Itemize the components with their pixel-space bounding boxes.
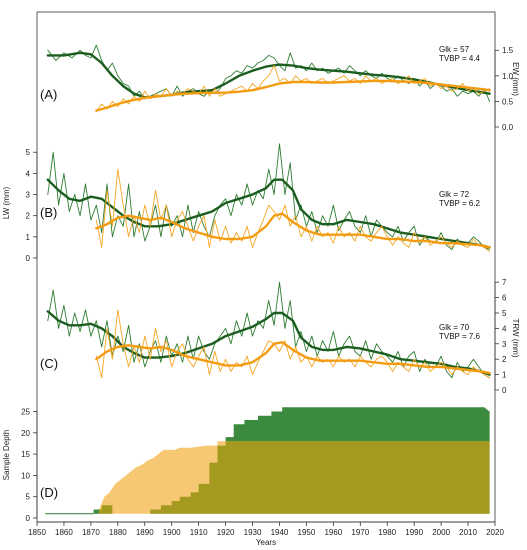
y-tick-label: 0.5 — [502, 97, 514, 106]
panel-d-label: (D) — [40, 485, 58, 500]
x-tick-label: 1930 — [244, 528, 262, 537]
panel-b-label: (B) — [40, 205, 57, 220]
y-tick-label: 25 — [21, 408, 30, 417]
x-tick-label: 1940 — [271, 528, 289, 537]
y-tick-label: 4 — [502, 324, 507, 333]
y-tick-label: 1.5 — [502, 46, 514, 55]
y-tick-label: 1 — [502, 371, 507, 380]
green_smooth-line — [46, 51, 491, 99]
panel-b-annotation-tvbp: TVBP = 6.2 — [439, 199, 481, 208]
y-tick-label: 5 — [502, 309, 507, 318]
y-tick-label: 0 — [26, 254, 31, 263]
panel-a-annotation-tvbp: TVBP = 4.4 — [439, 54, 481, 63]
x-tick-label: 1990 — [405, 528, 423, 537]
panel-c-annotation-glk: Glk = 70 — [439, 323, 470, 332]
green_smooth-line — [46, 310, 491, 376]
y-tick-label: 0 — [502, 386, 507, 395]
y-tick-label: 1 — [26, 233, 31, 242]
x-tick-label: 2020 — [486, 528, 504, 537]
x-tick-label: 1920 — [217, 528, 235, 537]
x-tick-label: 2010 — [459, 528, 477, 537]
y-tick-label: 20 — [21, 429, 30, 438]
x-tick-label: 1900 — [163, 528, 181, 537]
panel-b-axis-title: LW (mm) — [2, 187, 11, 220]
panel-d: 0 5 10 15 20 25 (D) Sample Depth — [2, 407, 490, 523]
x-tick-label: 1950 — [298, 528, 316, 537]
x-tick-label: 1890 — [136, 528, 154, 537]
x-tick-label: 1910 — [190, 528, 208, 537]
y-tick-label: 6 — [502, 294, 507, 303]
y-tick-label: 1.0 — [502, 72, 514, 81]
x-tick-label: 1860 — [55, 528, 73, 537]
y-tick-label: 0 — [26, 514, 31, 523]
panel-a-label: (A) — [40, 87, 57, 102]
panel-d-axis-title: Sample Depth — [2, 430, 11, 481]
orange_smooth-line — [95, 212, 491, 249]
x-tick-label: 1960 — [324, 528, 342, 537]
panel-a: 0.0 0.5 1.0 1.5 (A) EW (mm) Glk = 57 TVBP =… — [40, 44, 520, 132]
x-tick-label: 2000 — [432, 528, 450, 537]
orange_smooth-line — [95, 79, 491, 112]
x-tick-label: 1880 — [109, 528, 127, 537]
y-tick-label: 3 — [26, 191, 31, 200]
y-tick-label: 4 — [26, 169, 31, 178]
orange_smooth-line — [95, 341, 491, 375]
y-tick-label: 15 — [21, 450, 30, 459]
x-tick-label: 1980 — [378, 528, 396, 537]
green_smooth-line — [46, 178, 491, 249]
panel-a-annotation-glk: Glk = 57 — [439, 45, 470, 54]
y-tick-label: 2 — [502, 355, 507, 364]
x-tick-label: 1870 — [82, 528, 100, 537]
panel-c-axis-title: TRW (mm) — [511, 319, 520, 358]
green_raw-line — [47, 143, 491, 250]
panel-c-annotation-tvbp: TVBP = 7.6 — [439, 332, 481, 341]
panel-c-label: (C) — [40, 356, 58, 371]
y-tick-label: 3 — [502, 340, 507, 349]
panel-c: 0 1 2 3 4 5 6 7 (C) TRW (mm) Glk = 70 TVBP = 7.… — [40, 278, 520, 395]
y-tick-label: 10 — [21, 471, 30, 480]
x-tick-label: 1970 — [351, 528, 369, 537]
x-axis-title: Years — [256, 538, 276, 547]
y-tick-label: 5 — [26, 148, 31, 157]
panel-b: 0 1 2 3 4 5 (B) LW (mm) Glk = 72 TVBP = 6.2 — [2, 143, 491, 263]
orange_raw-line — [95, 309, 491, 379]
x-tick-label: 1850 — [28, 528, 46, 537]
y-tick-label: 7 — [502, 278, 507, 287]
y-tick-label: 0.0 — [502, 123, 514, 132]
panel-a-axis-title: EW (mm) — [511, 62, 520, 96]
panel-b-annotation-glk: Glk = 72 — [439, 190, 470, 199]
green_raw-line — [47, 44, 491, 102]
orange_raw-line — [95, 168, 491, 253]
y-tick-label: 2 — [26, 212, 31, 221]
y-tick-label: 5 — [26, 493, 31, 502]
x-axis-ticks: 1850 1860 1870 1880 1890 1900 1910 1920 1930 1940… — [28, 522, 504, 537]
